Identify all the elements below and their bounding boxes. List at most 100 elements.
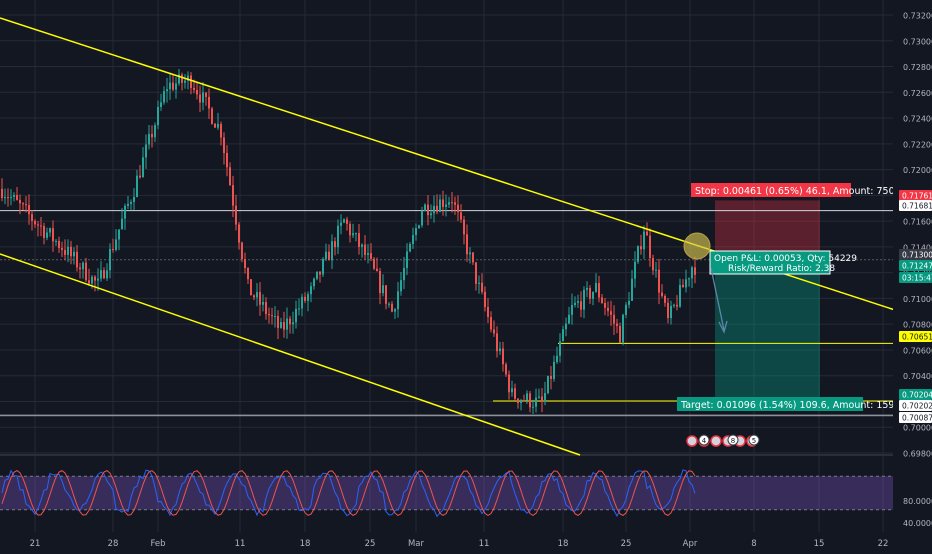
candle-body: [421, 210, 423, 226]
price-badge: [899, 190, 932, 201]
candle-body: [583, 289, 585, 310]
target-label: Target: 0.01096 (1.54%) 109.6, Amount: 1…: [680, 400, 916, 411]
candle-body: [154, 125, 156, 138]
event-badges[interactable]: 4 8 5: [686, 434, 760, 447]
candle-body: [370, 253, 372, 259]
candle-body: [55, 240, 57, 242]
candle-body: [328, 251, 330, 261]
position-tool[interactable]: Stop: 0.00461 (0.65%) 46.1, Amount: 750 …: [677, 183, 916, 411]
candle-body: [652, 258, 654, 271]
candle-body: [568, 314, 570, 324]
candle-body: [292, 322, 294, 325]
candle-body: [190, 75, 192, 88]
lower-trendline[interactable]: [0, 253, 581, 456]
candle-body: [694, 267, 696, 275]
candle-body: [547, 376, 549, 394]
event-count-label: 5: [752, 437, 756, 445]
candle-body: [289, 318, 291, 325]
candle-body: [325, 251, 327, 260]
candle-body: [604, 302, 606, 308]
candle-body: [454, 202, 456, 205]
candle-body: [607, 307, 609, 312]
candle-body: [532, 406, 534, 408]
candle-body: [145, 144, 147, 158]
candle-body: [403, 268, 405, 281]
candle-body: [598, 283, 600, 298]
candle-body: [349, 223, 351, 236]
candle-body: [37, 224, 39, 226]
candle-body: [538, 396, 540, 398]
candle-body: [562, 329, 564, 342]
candle-body: [613, 314, 615, 324]
candle-body: [610, 311, 612, 315]
candle-body: [478, 282, 480, 284]
candle-body: [229, 167, 231, 186]
candle-body: [136, 175, 138, 197]
candle-body: [124, 205, 126, 219]
candle-body: [580, 301, 582, 310]
price-badge: [899, 249, 932, 260]
candle-body: [121, 218, 123, 230]
candle-body: [448, 202, 450, 205]
candle-body: [544, 393, 546, 402]
candle-body: [565, 323, 567, 330]
candle-body: [550, 376, 552, 379]
price-badge: [899, 272, 932, 283]
candle-body: [163, 91, 165, 103]
price-badge-label: 03:15:47: [902, 274, 932, 283]
event-count-badge[interactable]: [727, 434, 739, 446]
candle-body: [571, 304, 573, 315]
candle-body: [13, 195, 15, 198]
event-count-badge[interactable]: [698, 434, 710, 446]
candle-body: [391, 303, 393, 312]
candle-body: [574, 302, 576, 305]
candle-body: [166, 89, 168, 92]
candle-body: [73, 251, 75, 257]
position-zones: [715, 200, 820, 401]
candle-body: [343, 219, 345, 223]
candle-body: [331, 241, 333, 261]
candle-body: [481, 282, 483, 292]
candle-body: [223, 137, 225, 154]
price-badge: [899, 412, 932, 423]
event-flag-icon[interactable]: [686, 435, 698, 447]
candle-body: [106, 270, 108, 279]
time-axis[interactable]: 21 28 Feb 11 18 25 Mar 11 18 25 Apr 8 15 22: [0, 534, 932, 550]
candle-body: [658, 269, 660, 293]
candle-body: [475, 262, 477, 284]
candle-body: [415, 228, 417, 236]
candle-body: [142, 157, 144, 178]
event-count-label: 4: [702, 437, 707, 445]
candle-body: [247, 268, 249, 280]
candle-body: [589, 287, 591, 299]
candle-body: [97, 278, 99, 281]
candle-body: [340, 222, 342, 226]
candle-body: [535, 397, 537, 407]
candle-body: [688, 278, 690, 280]
candle-body: [406, 251, 408, 269]
candle-body: [691, 267, 693, 279]
price-badge-label: 0.71300: [902, 251, 932, 260]
candle-body: [70, 246, 72, 257]
candle-body: [31, 214, 33, 221]
candle-body: [514, 388, 516, 399]
price-badge-label: 0.70651: [902, 333, 932, 342]
price-badge-label: 0.70202: [902, 402, 932, 411]
candle-body: [310, 286, 312, 295]
time-tick-label: 11: [235, 539, 246, 549]
event-flag-icon[interactable]: [710, 435, 722, 447]
entry-highlight-circle[interactable]: [683, 232, 711, 260]
time-tick-label: Mar: [408, 539, 425, 549]
event-count-badge[interactable]: [748, 434, 760, 446]
candle-body: [94, 276, 96, 281]
